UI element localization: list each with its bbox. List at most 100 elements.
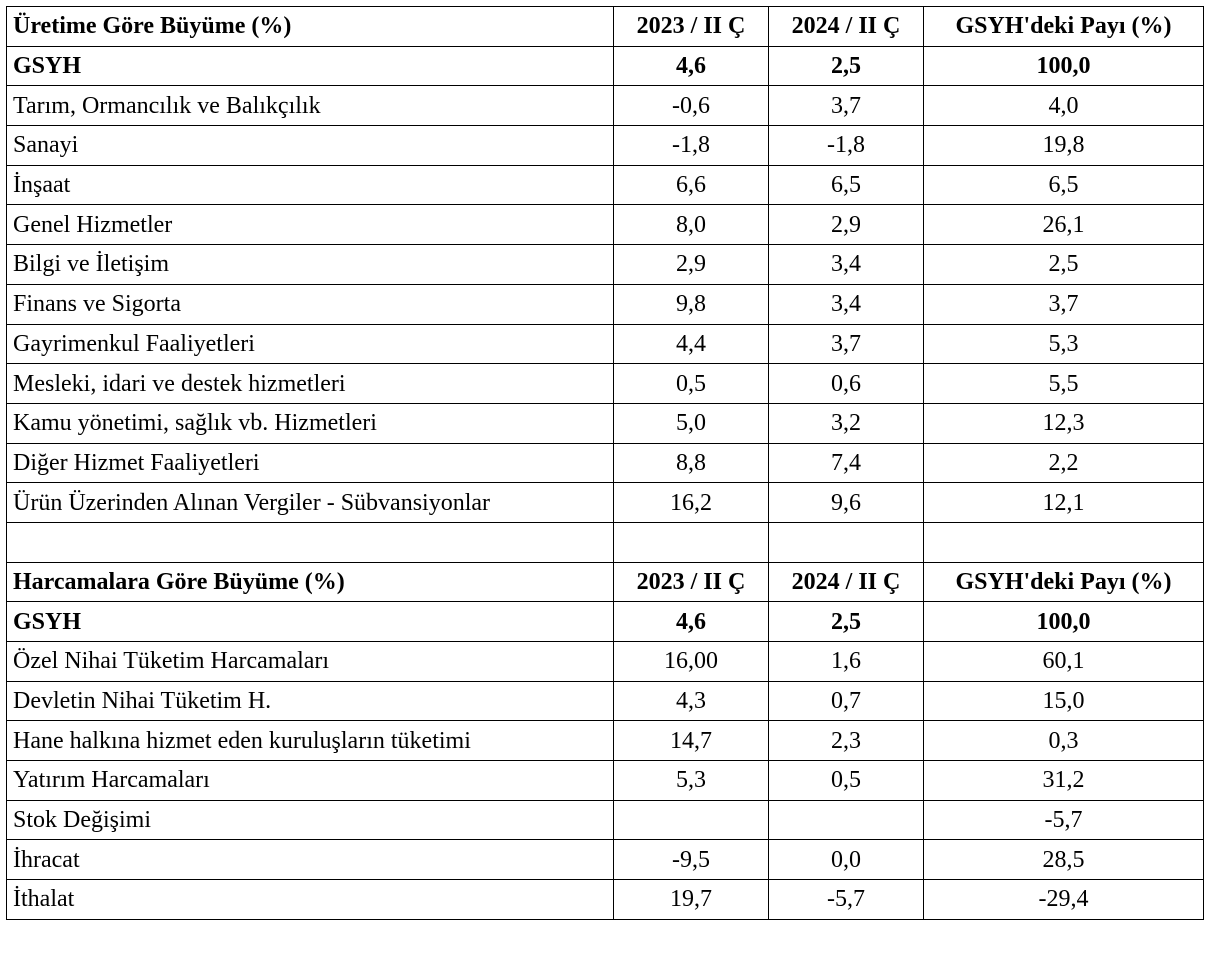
- value-gdp-share: 2,5: [923, 244, 1204, 285]
- expenditure-header-row: Harcamalara Göre Büyüme (%) 2023 / II Ç …: [6, 561, 1204, 603]
- value-2023-q2: [613, 799, 769, 841]
- table-row: Özel Nihai Tüketim Harcamaları 16,00 1,6…: [6, 641, 1204, 682]
- table-row: Genel Hizmetler 8,0 2,9 26,1: [6, 204, 1204, 246]
- value-2023-q2: 2,9: [613, 244, 769, 285]
- row-label: GSYH: [6, 601, 614, 642]
- table-row: İnşaat 6,6 6,5 6,5: [6, 164, 1204, 206]
- row-label: Finans ve Sigorta: [6, 283, 614, 325]
- value-gdp-share: 12,1: [923, 482, 1204, 523]
- row-label: Yatırım Harcamaları: [6, 760, 614, 801]
- table-row: Bilgi ve İletişim 2,9 3,4 2,5: [6, 244, 1204, 285]
- table-row: İhracat -9,5 0,0 28,5: [6, 839, 1204, 881]
- production-gdp-total-row: GSYH 4,6 2,5 100,0: [6, 45, 1204, 87]
- table-row: Kamu yönetimi, sağlık vb. Hizmetleri 5,0…: [6, 402, 1204, 444]
- value-gdp-share: 26,1: [923, 204, 1204, 246]
- value-2023-q2: 4,6: [613, 601, 769, 642]
- value-2024-q2: -5,7: [768, 879, 924, 920]
- row-label: Gayrimenkul Faaliyetleri: [6, 323, 614, 365]
- value-gdp-share: 3,7: [923, 283, 1204, 325]
- row-label: Devletin Nihai Tüketim H.: [6, 680, 614, 722]
- value-gdp-share: -29,4: [923, 879, 1204, 920]
- row-label: İhracat: [6, 839, 614, 881]
- table-row: Sanayi -1,8 -1,8 19,8: [6, 125, 1204, 166]
- column-header-2023-q2: 2023 / II Ç: [613, 6, 769, 47]
- table-row: Mesleki, idari ve destek hizmetleri 0,5 …: [6, 363, 1204, 404]
- row-label: Stok Değişimi: [6, 799, 614, 841]
- value-2024-q2: 0,7: [768, 680, 924, 722]
- value-2023-q2: -0,6: [613, 85, 769, 127]
- value-2024-q2: 0,0: [768, 839, 924, 881]
- production-header-label: Üretime Göre Büyüme (%): [6, 6, 614, 47]
- value-2024-q2: 2,5: [768, 601, 924, 642]
- value-2023-q2: 19,7: [613, 879, 769, 920]
- table-row: Hane halkına hizmet eden kuruluşların tü…: [6, 720, 1204, 762]
- value-2023-q2: 8,0: [613, 204, 769, 246]
- table-row: Devletin Nihai Tüketim H. 4,3 0,7 15,0: [6, 680, 1204, 722]
- spacer-cell: [768, 521, 924, 563]
- value-2023-q2: -1,8: [613, 125, 769, 166]
- value-gdp-share: 28,5: [923, 839, 1204, 881]
- table-row: Tarım, Ormancılık ve Balıkçılık -0,6 3,7…: [6, 85, 1204, 127]
- table-row: İthalat 19,7 -5,7 -29,4: [6, 879, 1204, 920]
- value-gdp-share: 15,0: [923, 680, 1204, 722]
- row-label: Sanayi: [6, 125, 614, 166]
- value-2023-q2: 5,3: [613, 760, 769, 801]
- value-gdp-share: 2,2: [923, 442, 1204, 484]
- value-gdp-share: 60,1: [923, 641, 1204, 682]
- table-row: Ürün Üzerinden Alınan Vergiler - Sübvans…: [6, 482, 1204, 523]
- value-2024-q2: 2,3: [768, 720, 924, 762]
- value-2024-q2: 2,9: [768, 204, 924, 246]
- value-gdp-share: -5,7: [923, 799, 1204, 841]
- table-row: Stok Değişimi -5,7: [6, 799, 1204, 841]
- spacer-row: [6, 521, 1204, 563]
- value-2023-q2: 0,5: [613, 363, 769, 404]
- value-2023-q2: 4,3: [613, 680, 769, 722]
- row-label: Ürün Üzerinden Alınan Vergiler - Sübvans…: [6, 482, 614, 523]
- column-header-2024-q2: 2024 / II Ç: [768, 6, 924, 47]
- value-2023-q2: 6,6: [613, 164, 769, 206]
- value-2024-q2: [768, 799, 924, 841]
- expenditure-header-label: Harcamalara Göre Büyüme (%): [6, 561, 614, 603]
- value-2023-q2: 9,8: [613, 283, 769, 325]
- row-label: İnşaat: [6, 164, 614, 206]
- value-gdp-share: 12,3: [923, 402, 1204, 444]
- value-2024-q2: 3,7: [768, 323, 924, 365]
- row-label: İthalat: [6, 879, 614, 920]
- value-2024-q2: 9,6: [768, 482, 924, 523]
- value-gdp-share: 19,8: [923, 125, 1204, 166]
- value-gdp-share: 6,5: [923, 164, 1204, 206]
- value-gdp-share: 100,0: [923, 601, 1204, 642]
- value-2024-q2: 3,4: [768, 244, 924, 285]
- row-label: Kamu yönetimi, sağlık vb. Hizmetleri: [6, 402, 614, 444]
- table-row: Gayrimenkul Faaliyetleri 4,4 3,7 5,3: [6, 323, 1204, 365]
- value-2024-q2: 3,7: [768, 85, 924, 127]
- value-gdp-share: 100,0: [923, 45, 1204, 87]
- value-2023-q2: 5,0: [613, 402, 769, 444]
- spacer-cell: [613, 521, 769, 563]
- table-row: Diğer Hizmet Faaliyetleri 8,8 7,4 2,2: [6, 442, 1204, 484]
- value-2023-q2: 16,2: [613, 482, 769, 523]
- table-row: Finans ve Sigorta 9,8 3,4 3,7: [6, 283, 1204, 325]
- row-label: Diğer Hizmet Faaliyetleri: [6, 442, 614, 484]
- expenditure-gdp-total-row: GSYH 4,6 2,5 100,0: [6, 601, 1204, 642]
- column-header-2023-q2: 2023 / II Ç: [613, 561, 769, 603]
- row-label: Özel Nihai Tüketim Harcamaları: [6, 641, 614, 682]
- value-2024-q2: 3,4: [768, 283, 924, 325]
- row-label: Genel Hizmetler: [6, 204, 614, 246]
- column-header-gdp-share: GSYH'deki Payı (%): [923, 6, 1204, 47]
- gdp-growth-table: Üretime Göre Büyüme (%) 2023 / II Ç 2024…: [6, 6, 1204, 920]
- spacer-cell: [6, 521, 614, 563]
- value-2023-q2: 4,4: [613, 323, 769, 365]
- column-header-gdp-share: GSYH'deki Payı (%): [923, 561, 1204, 603]
- value-2024-q2: 7,4: [768, 442, 924, 484]
- row-label: Tarım, Ormancılık ve Balıkçılık: [6, 85, 614, 127]
- spacer-cell: [923, 521, 1204, 563]
- value-2023-q2: 8,8: [613, 442, 769, 484]
- value-2024-q2: 6,5: [768, 164, 924, 206]
- value-2023-q2: 14,7: [613, 720, 769, 762]
- value-2024-q2: 2,5: [768, 45, 924, 87]
- value-gdp-share: 5,5: [923, 363, 1204, 404]
- table-row: Yatırım Harcamaları 5,3 0,5 31,2: [6, 760, 1204, 801]
- value-2024-q2: 3,2: [768, 402, 924, 444]
- row-label: Hane halkına hizmet eden kuruluşların tü…: [6, 720, 614, 762]
